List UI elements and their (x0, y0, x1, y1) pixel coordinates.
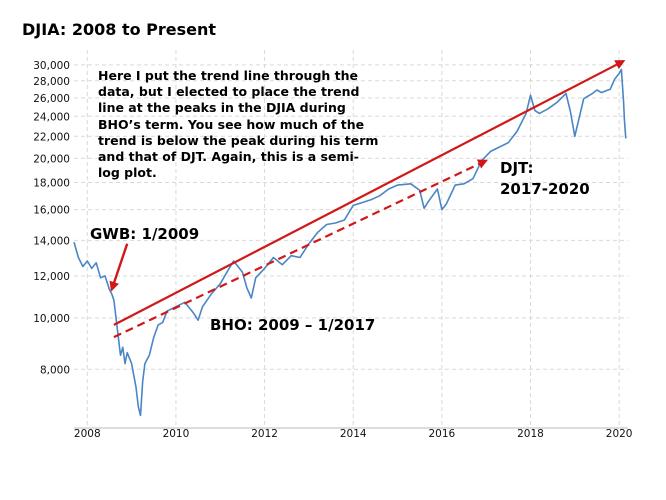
y-axis-ticks: 8,000 10,000 12,000 14,000 16,000 18,000 20,00… (33, 60, 70, 376)
y-tick-label: 24,000 (33, 111, 70, 123)
y-tick-label: 14,000 (33, 235, 70, 247)
y-tick-label: 10,000 (33, 313, 70, 325)
series-group (73, 68, 627, 417)
djt-label-line2: 2017-2020 (500, 180, 590, 198)
chart-title: DJIA: 2008 to Present (22, 20, 217, 39)
x-tick-label: 2020 (606, 428, 633, 440)
y-tick-label: 20,000 (33, 153, 70, 165)
y-tick-label: 12,000 (33, 271, 70, 283)
djt-label-line1: DJT: (500, 159, 534, 177)
y-tick-label: 26,000 (33, 93, 70, 105)
y-tick-label: 8,000 (40, 364, 70, 376)
trend-line-solid (113, 60, 626, 326)
x-tick-label: 2014 (340, 428, 367, 440)
x-tick-label: 2010 (163, 428, 190, 440)
gwb-pointer-arrow (109, 243, 129, 292)
x-tick-label: 2016 (428, 428, 455, 440)
annotation-note: Here I put the trend line through the da… (98, 68, 379, 181)
y-tick-label: 30,000 (33, 60, 70, 72)
y-tick-label: 18,000 (33, 178, 70, 190)
x-axis-ticks: 2008 2010 2012 2014 2016 2018 2020 (74, 428, 633, 440)
y-tick-label: 22,000 (33, 131, 70, 143)
x-tick-label: 2008 (74, 428, 101, 440)
gwb-label: GWB: 1/2009 (90, 225, 200, 243)
x-tick-label: 2012 (251, 428, 278, 440)
series-line-djia (73, 68, 627, 417)
djt-label: DJT: 2017-2020 (500, 158, 590, 200)
y-tick-label: 16,000 (33, 205, 70, 217)
x-tick-label: 2018 (517, 428, 544, 440)
annotation-group (109, 60, 626, 339)
bho-label: BHO: 2009 – 1/2017 (210, 316, 376, 334)
trend-line-dashed (113, 159, 488, 339)
grid-lines (74, 50, 628, 429)
y-tick-label: 28,000 (33, 76, 70, 88)
